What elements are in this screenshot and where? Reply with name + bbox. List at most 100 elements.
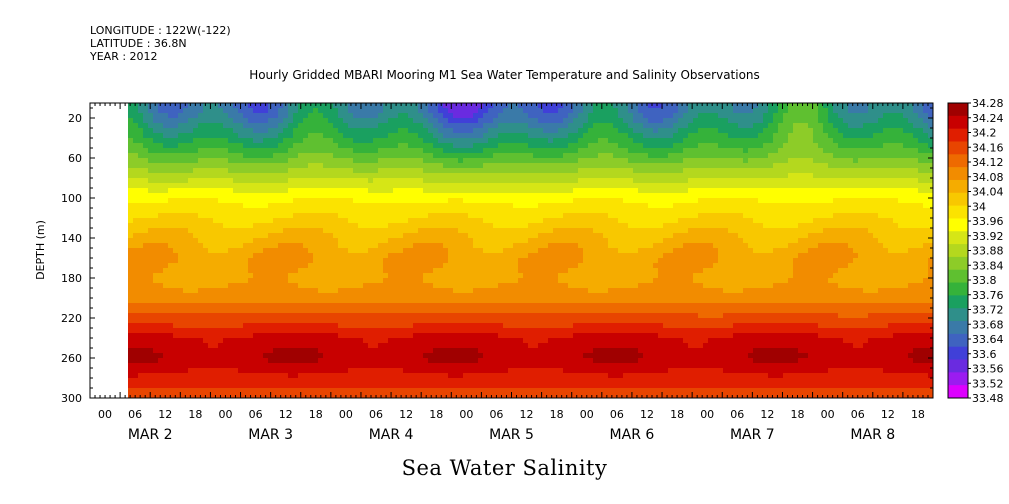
heat-cell xyxy=(353,373,359,379)
heat-cell xyxy=(378,133,384,139)
heat-cell xyxy=(378,238,384,244)
heat-cell xyxy=(263,238,269,244)
heat-cell xyxy=(508,148,514,154)
heat-cell xyxy=(348,198,354,204)
heat-cell xyxy=(338,188,344,194)
heat-cell xyxy=(318,228,324,234)
heat-cell xyxy=(143,143,149,149)
heat-cell xyxy=(478,308,484,314)
heat-cell xyxy=(213,348,219,354)
heat-cell xyxy=(528,203,534,209)
heat-cell xyxy=(218,378,224,384)
heat-cell xyxy=(368,378,374,384)
heat-cell xyxy=(458,253,464,259)
heat-cell xyxy=(453,203,459,209)
heat-cell xyxy=(188,248,194,254)
heat-cell xyxy=(223,288,229,294)
heat-cell xyxy=(333,203,339,209)
heat-cell xyxy=(503,393,509,398)
heat-cell xyxy=(423,263,429,269)
heat-cell xyxy=(323,278,329,284)
heat-cell xyxy=(383,328,389,334)
heat-cell xyxy=(448,113,454,119)
heat-cell xyxy=(243,203,249,209)
heat-cell xyxy=(388,213,394,219)
heat-cell xyxy=(173,138,179,144)
heat-cell xyxy=(483,238,489,244)
heat-cell xyxy=(223,298,229,304)
heat-cell xyxy=(483,123,489,129)
heat-cell xyxy=(308,123,314,129)
heat-cell xyxy=(208,193,214,199)
heat-cell xyxy=(273,318,279,324)
heat-cell xyxy=(273,323,279,329)
heat-cell xyxy=(503,328,509,334)
heat-cell xyxy=(353,303,359,309)
heat-cell xyxy=(288,213,294,219)
heat-cell xyxy=(503,263,509,269)
heat-cell xyxy=(133,138,139,144)
heat-cell xyxy=(268,118,274,124)
heat-cell xyxy=(468,313,474,319)
heat-cell xyxy=(533,193,539,199)
heat-cell xyxy=(368,193,374,199)
heat-cell xyxy=(283,348,289,354)
heat-cell xyxy=(168,303,174,309)
heat-cell xyxy=(383,203,389,209)
heat-cell xyxy=(393,108,399,114)
heat-cell xyxy=(238,153,244,159)
heat-cell xyxy=(538,153,544,159)
heat-cell xyxy=(363,368,369,374)
heat-cell xyxy=(188,158,194,164)
heat-cell xyxy=(238,193,244,199)
heat-cell xyxy=(323,243,329,249)
heat-cell xyxy=(318,108,324,114)
heat-cell xyxy=(418,353,424,359)
heat-cell xyxy=(483,153,489,159)
heat-cell xyxy=(138,118,144,124)
heat-cell xyxy=(243,158,249,164)
heat-cell xyxy=(328,188,334,194)
heat-cell xyxy=(313,213,319,219)
heat-cell xyxy=(398,343,404,349)
heat-cell xyxy=(408,298,414,304)
heat-cell xyxy=(433,178,439,184)
heat-cell xyxy=(543,133,549,139)
heat-cell xyxy=(398,283,404,289)
heat-cell xyxy=(343,288,349,294)
heat-cell xyxy=(518,128,524,134)
heat-cell xyxy=(508,203,514,209)
heat-cell xyxy=(408,248,414,254)
heat-cell xyxy=(198,178,204,184)
heat-cell xyxy=(523,253,529,259)
heat-cell xyxy=(413,358,419,364)
heat-cell xyxy=(323,298,329,304)
heat-cell xyxy=(463,333,469,339)
heat-cell xyxy=(468,373,474,379)
heat-cell xyxy=(518,288,524,294)
heat-cell xyxy=(528,173,534,179)
heat-cell xyxy=(508,108,514,114)
heat-cell xyxy=(208,308,214,314)
heat-cell xyxy=(543,248,549,254)
heat-cell xyxy=(163,188,169,194)
heat-cell xyxy=(248,293,254,299)
heat-cell xyxy=(443,143,449,149)
heat-cell xyxy=(128,298,134,304)
heat-cell xyxy=(468,338,474,344)
heat-cell xyxy=(283,213,289,219)
heat-cell xyxy=(408,368,414,374)
heat-cell xyxy=(413,133,419,139)
heat-cell xyxy=(408,288,414,294)
heat-cell xyxy=(478,363,484,369)
heat-cell xyxy=(348,128,354,134)
heat-cell xyxy=(183,348,189,354)
heat-cell xyxy=(223,258,229,264)
heat-cell xyxy=(488,213,494,219)
heat-cell xyxy=(128,213,134,219)
heat-cell xyxy=(173,363,179,369)
heat-cell xyxy=(133,283,139,289)
heat-cell xyxy=(258,163,264,169)
heat-cell xyxy=(228,358,234,364)
heat-cell xyxy=(338,313,344,319)
